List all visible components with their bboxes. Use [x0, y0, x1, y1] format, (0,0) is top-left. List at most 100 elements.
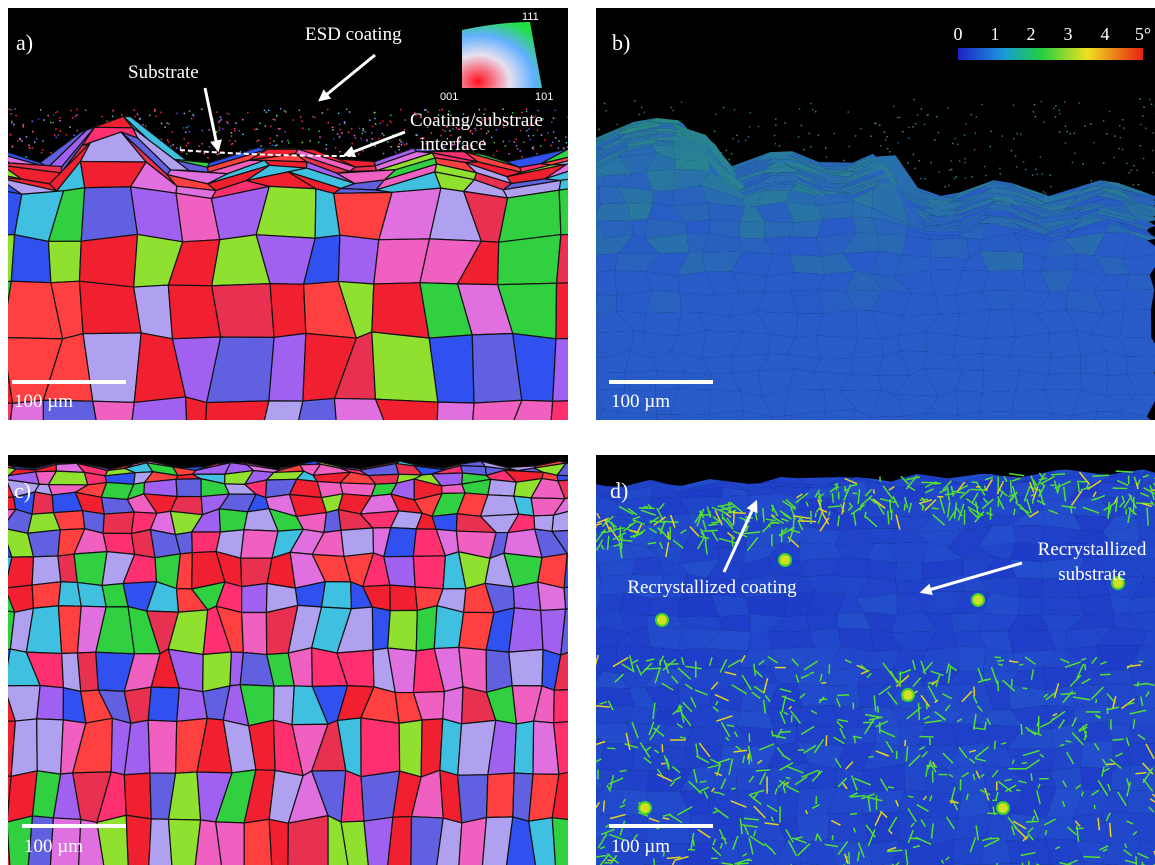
speckle — [523, 142, 525, 144]
speckle — [180, 146, 182, 148]
strain-streak — [1071, 506, 1072, 513]
speckle — [275, 145, 277, 147]
grain — [1111, 766, 1131, 791]
strain-streak — [853, 493, 858, 494]
grain — [32, 582, 61, 608]
speckle — [1000, 173, 1002, 175]
speckle — [1114, 135, 1116, 137]
speckle — [899, 117, 901, 119]
speckle — [183, 127, 185, 129]
speckle — [332, 126, 334, 128]
speckle — [952, 143, 954, 145]
speckle — [1015, 155, 1017, 157]
strain-streak — [1136, 856, 1137, 865]
grain — [670, 389, 711, 415]
grain — [0, 402, 13, 461]
speckle — [1035, 116, 1037, 118]
grain — [956, 309, 990, 338]
speckle — [50, 122, 52, 124]
speckle — [714, 131, 716, 133]
speckle — [1139, 98, 1141, 100]
speckle — [887, 148, 889, 150]
strain-streak — [988, 838, 999, 839]
strain-streak — [722, 513, 723, 519]
speckle — [558, 140, 560, 142]
panel-label: d) — [610, 478, 628, 503]
speckle — [154, 109, 156, 111]
grain — [554, 689, 588, 723]
speckle — [897, 117, 899, 119]
speckle — [1138, 184, 1140, 186]
grain — [557, 475, 583, 481]
speckle — [234, 128, 236, 130]
speckle — [1054, 108, 1056, 110]
strain-streak — [868, 757, 873, 758]
speckle — [231, 132, 233, 134]
grain — [498, 235, 561, 285]
strain-streak — [919, 703, 920, 720]
grain — [1129, 764, 1155, 791]
speckle — [386, 124, 388, 126]
speckle — [10, 134, 12, 136]
speckle — [1133, 165, 1135, 167]
grain — [32, 492, 53, 514]
strain-streak — [1138, 682, 1139, 687]
strain-streak — [905, 740, 906, 746]
grain — [1050, 331, 1081, 358]
speckle — [1152, 172, 1154, 174]
annotation: substrate — [1058, 564, 1126, 585]
grain — [148, 687, 179, 721]
speckle — [825, 147, 827, 149]
speckle — [567, 146, 569, 148]
grain — [574, 147, 593, 158]
strain-streak — [836, 483, 837, 491]
speckle — [348, 132, 350, 134]
grain — [176, 479, 201, 497]
speckle — [43, 119, 45, 121]
grain — [982, 270, 1024, 291]
speckle — [271, 145, 273, 147]
speckle — [69, 126, 71, 128]
speckle — [930, 162, 932, 164]
speckle — [204, 153, 206, 155]
strain-streak — [1116, 471, 1133, 472]
speckle — [59, 117, 61, 119]
grain — [564, 204, 601, 221]
speckle — [10, 113, 12, 115]
grain — [1079, 594, 1114, 616]
strain-streak — [756, 770, 770, 771]
grain — [1124, 290, 1155, 310]
grain — [459, 647, 487, 692]
speckle — [209, 146, 211, 148]
speckle — [1069, 133, 1071, 135]
grain — [827, 669, 863, 686]
speckle — [229, 113, 231, 115]
speckle — [346, 108, 348, 110]
speckle — [799, 108, 801, 110]
strain-streak — [734, 511, 735, 525]
speckle — [1045, 193, 1047, 195]
speckle — [369, 119, 371, 121]
speckle — [270, 138, 272, 140]
speckle — [382, 133, 384, 135]
grain — [564, 557, 599, 577]
strain-streak — [1096, 699, 1097, 703]
speckle — [38, 118, 40, 120]
grain — [509, 650, 543, 686]
strain-streak — [1031, 773, 1032, 780]
grain — [642, 313, 681, 336]
speckle — [137, 114, 139, 116]
grain — [816, 335, 858, 358]
grain — [79, 234, 137, 287]
grain — [83, 333, 141, 402]
grain — [270, 284, 306, 338]
speckle — [1064, 101, 1066, 103]
speckle — [1013, 138, 1015, 140]
strain-streak — [619, 770, 626, 771]
speckle — [325, 148, 327, 150]
grain — [733, 433, 773, 455]
speckle — [309, 140, 311, 142]
grain — [481, 495, 519, 517]
speckle — [826, 156, 828, 158]
strain-streak — [919, 737, 933, 738]
